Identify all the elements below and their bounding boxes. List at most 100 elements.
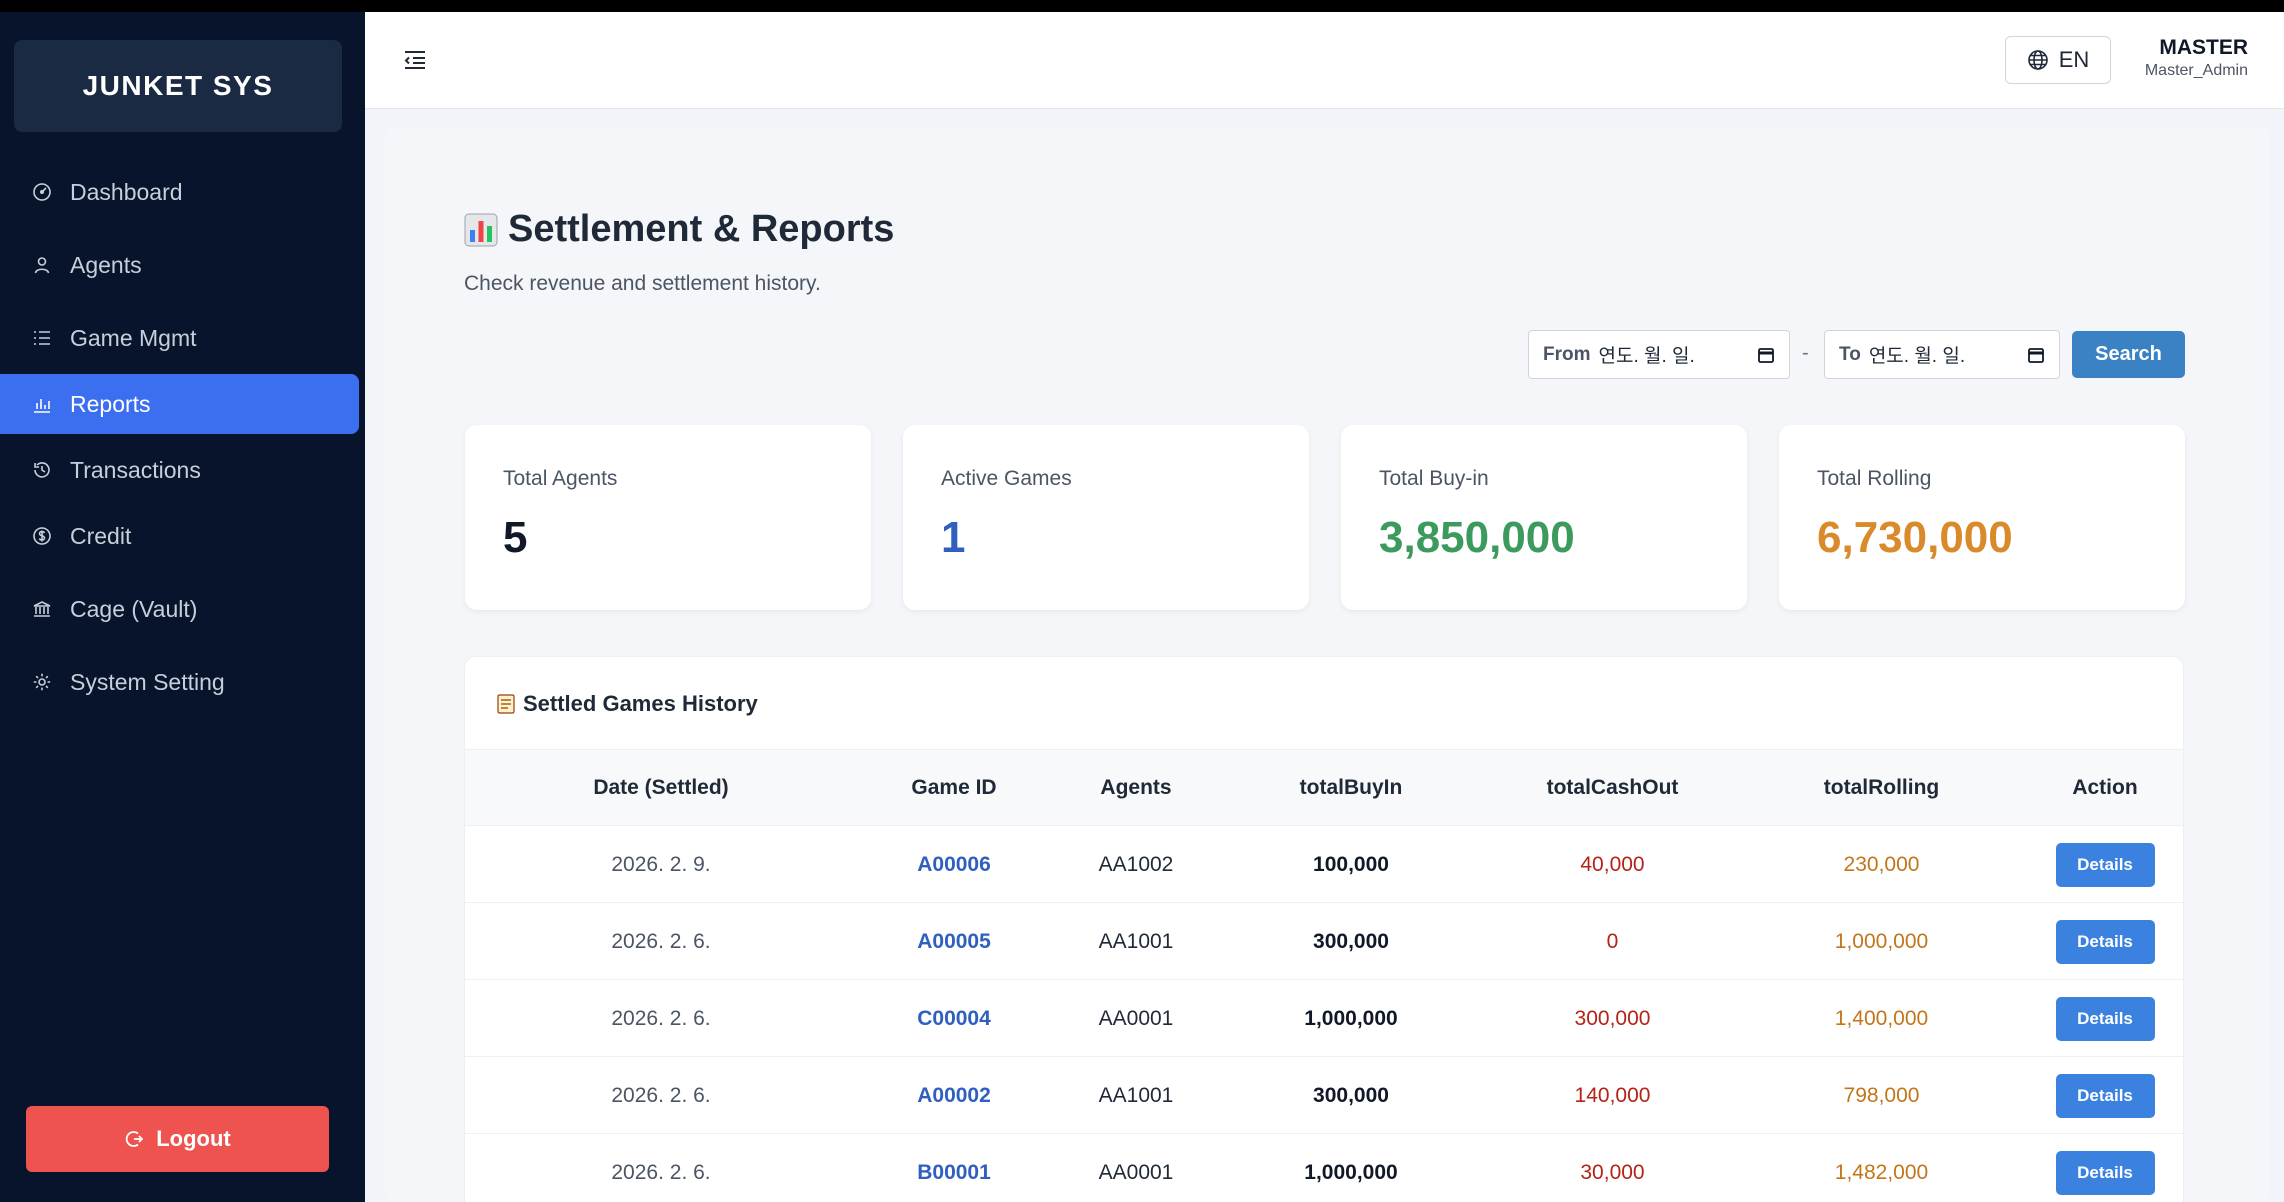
page-subtitle: Check revenue and settlement history. bbox=[464, 272, 821, 295]
cell-agent: AA0001 bbox=[1098, 1160, 1174, 1184]
details-button[interactable]: Details bbox=[2055, 996, 2155, 1041]
cell-action: Details bbox=[2055, 903, 2155, 980]
language-label: EN bbox=[2058, 47, 2090, 72]
sidebar-item-agents[interactable]: Agents bbox=[0, 235, 359, 295]
cell-date: 2026. 2. 6. bbox=[611, 1083, 711, 1107]
search-button[interactable]: Search bbox=[2072, 331, 2185, 378]
cell-action: Details bbox=[2055, 1057, 2155, 1134]
stat-label: Total Rolling bbox=[1817, 467, 1932, 490]
cell-game-id-link[interactable]: A00005 bbox=[917, 929, 991, 953]
sidebar-item-reports[interactable]: Reports bbox=[0, 374, 359, 434]
table-header: Date (Settled) Game ID Agents totalBuyIn… bbox=[465, 749, 2183, 825]
stat-card-total-rolling: Total Rolling 6,730,000 bbox=[1779, 425, 2185, 610]
sidebar-item-label: Reports bbox=[70, 390, 151, 417]
details-button[interactable]: Details bbox=[2055, 919, 2155, 964]
sidebar-item-cage-vault[interactable]: Cage (Vault) bbox=[0, 579, 359, 639]
calendar-icon[interactable] bbox=[2027, 346, 2045, 364]
column-header: totalCashOut bbox=[1546, 776, 1679, 799]
brand-logo: JUNKET SYS bbox=[14, 40, 342, 132]
cell-rolling: 230,000 bbox=[1843, 852, 1920, 876]
column-header: Game ID bbox=[911, 776, 997, 799]
stat-card-total-agents: Total Agents 5 bbox=[465, 425, 871, 610]
logout-label: Logout bbox=[156, 1126, 231, 1151]
cell-buy-in: 300,000 bbox=[1313, 1083, 1389, 1107]
top-header: EN MASTER Master_Admin bbox=[365, 12, 2284, 109]
stat-label: Active Games bbox=[941, 467, 1072, 490]
from-date-value: 연도. 월. 일. bbox=[1598, 346, 1695, 367]
to-date-value: 연도. 월. 일. bbox=[1868, 346, 1966, 367]
column-header: Action bbox=[2072, 776, 2138, 799]
menu-indent-icon bbox=[403, 49, 427, 71]
cell-game-id-link[interactable]: C00004 bbox=[917, 1006, 991, 1030]
page-title: Settlement & Reports bbox=[464, 208, 894, 251]
cell-rolling: 1,000,000 bbox=[1834, 929, 1929, 953]
bar-chart-icon bbox=[32, 394, 52, 414]
settled-games-table: Settled Games History Date (Settled) Gam… bbox=[464, 656, 2184, 1202]
cell-buy-in: 300,000 bbox=[1313, 929, 1389, 953]
language-button[interactable]: EN bbox=[2005, 36, 2111, 84]
stat-value: 5 bbox=[503, 513, 528, 562]
calendar-icon[interactable] bbox=[1757, 346, 1775, 364]
cell-game-id-link[interactable]: A00002 bbox=[917, 1083, 991, 1107]
sidebar-item-game-mgmt[interactable]: Game Mgmt bbox=[0, 308, 359, 368]
column-header: totalBuyIn bbox=[1299, 776, 1403, 799]
column-header: totalRolling bbox=[1823, 776, 1940, 799]
cell-date: 2026. 2. 9. bbox=[611, 852, 711, 876]
sidebar-item-label: Credit bbox=[70, 522, 132, 549]
stat-card-active-games: Active Games 1 bbox=[903, 425, 1309, 610]
bank-icon bbox=[32, 599, 52, 619]
sidebar: JUNKET SYS Dashboard Agents Game Mgmt Re… bbox=[0, 12, 365, 1202]
cell-cash-out: 140,000 bbox=[1574, 1083, 1651, 1107]
cell-cash-out: 300,000 bbox=[1574, 1006, 1651, 1030]
dashboard-icon bbox=[32, 182, 52, 202]
cell-action: Details bbox=[2055, 980, 2155, 1057]
history-icon bbox=[32, 460, 52, 480]
stat-value: 1 bbox=[941, 513, 966, 562]
menu-toggle-button[interactable] bbox=[401, 46, 429, 74]
page-title-text: Settlement & Reports bbox=[508, 208, 895, 250]
cell-rolling: 798,000 bbox=[1843, 1083, 1920, 1107]
cell-buy-in: 1,000,000 bbox=[1304, 1006, 1398, 1030]
details-button[interactable]: Details bbox=[2055, 842, 2155, 887]
to-date-label: To bbox=[1839, 343, 1861, 365]
sidebar-item-label: Transactions bbox=[70, 456, 201, 483]
sidebar-item-transactions[interactable]: Transactions bbox=[0, 440, 359, 500]
top-strip bbox=[0, 0, 2284, 12]
logout-icon bbox=[124, 1129, 144, 1149]
table-row: 2026. 2. 6. C00004 AA0001 1,000,000 300,… bbox=[465, 979, 2183, 1056]
ledger-icon bbox=[495, 693, 517, 715]
gear-icon bbox=[32, 672, 52, 692]
cell-buy-in: 1,000,000 bbox=[1304, 1160, 1398, 1184]
list-icon bbox=[32, 328, 52, 348]
sidebar-item-credit[interactable]: Credit bbox=[0, 506, 359, 566]
cell-agent: AA1002 bbox=[1098, 852, 1174, 876]
stat-label: Total Agents bbox=[503, 467, 618, 490]
cell-agent: AA1001 bbox=[1098, 1083, 1174, 1107]
sidebar-item-dashboard[interactable]: Dashboard bbox=[0, 162, 359, 222]
stat-label: Total Buy-in bbox=[1379, 467, 1489, 490]
user-name: MASTER bbox=[2159, 36, 2248, 59]
cell-cash-out: 30,000 bbox=[1580, 1160, 1645, 1184]
to-date-input[interactable]: To 연도. 월. 일. bbox=[1824, 330, 2060, 379]
table-title: Settled Games History bbox=[495, 691, 758, 717]
sidebar-item-label: Dashboard bbox=[70, 178, 183, 205]
cell-game-id-link[interactable]: B00001 bbox=[917, 1160, 991, 1184]
cell-game-id-link[interactable]: A00006 bbox=[917, 852, 991, 876]
cell-rolling: 1,400,000 bbox=[1834, 1006, 1929, 1030]
table-row: 2026. 2. 6. A00005 AA1001 300,000 0 1,00… bbox=[465, 902, 2183, 979]
sidebar-item-label: Cage (Vault) bbox=[70, 595, 198, 622]
from-date-input[interactable]: From 연도. 월. 일. bbox=[1528, 330, 1790, 379]
sidebar-item-system-setting[interactable]: System Setting bbox=[0, 652, 359, 712]
logout-button[interactable]: Logout bbox=[26, 1106, 329, 1172]
table-row: 2026. 2. 6. B00001 AA0001 1,000,000 30,0… bbox=[465, 1133, 2183, 1202]
cell-action: Details bbox=[2055, 1134, 2155, 1202]
details-button[interactable]: Details bbox=[2055, 1150, 2155, 1195]
column-header: Agents bbox=[1100, 776, 1172, 799]
cell-rolling: 1,482,000 bbox=[1834, 1160, 1929, 1184]
globe-icon bbox=[2027, 49, 2049, 71]
table-title-text: Settled Games History bbox=[523, 691, 758, 716]
stat-card-total-buy-in: Total Buy-in 3,850,000 bbox=[1341, 425, 1747, 610]
details-button[interactable]: Details bbox=[2055, 1073, 2155, 1118]
cell-cash-out: 40,000 bbox=[1580, 852, 1645, 876]
stat-value: 3,850,000 bbox=[1379, 513, 1575, 562]
